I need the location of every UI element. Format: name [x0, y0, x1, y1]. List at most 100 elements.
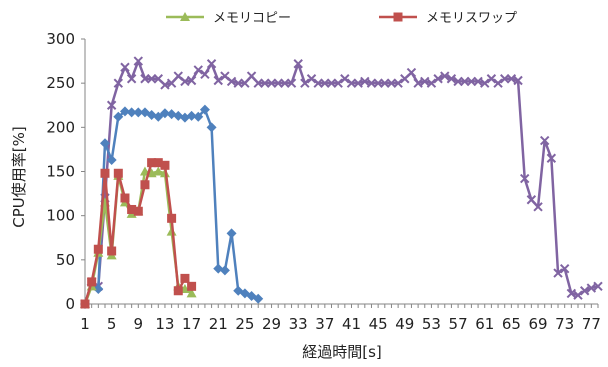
- data-point: [526, 195, 537, 205]
- data-point: [566, 288, 577, 299]
- data-point: [113, 78, 124, 88]
- y-tick-label: 200: [46, 118, 75, 136]
- data-point: [333, 78, 343, 88]
- x-tick-label: 25: [235, 315, 254, 333]
- data-point: [406, 67, 417, 78]
- data-point: [160, 80, 170, 90]
- data-point: [167, 213, 177, 223]
- data-point: [340, 74, 350, 84]
- data-point: [107, 246, 117, 256]
- data-point: [539, 135, 550, 146]
- x-tick-label: 37: [315, 315, 334, 333]
- x-tick-label: 5: [107, 315, 117, 333]
- data-point: [147, 158, 157, 168]
- data-point: [120, 62, 130, 72]
- legend-label: メモリコピー: [213, 11, 291, 26]
- data-point: [173, 286, 183, 296]
- data-point: [200, 69, 210, 80]
- x-tick-label: 33: [289, 315, 308, 333]
- data-point: [579, 286, 590, 296]
- x-tick-label: 73: [555, 315, 574, 333]
- data-point: [446, 74, 457, 84]
- data-point: [153, 111, 164, 122]
- data-point: [473, 76, 483, 87]
- x-tick-label: 65: [502, 315, 521, 333]
- data-point: [126, 107, 137, 118]
- data-point: [159, 108, 170, 119]
- data-point: [100, 168, 110, 178]
- data-point: [533, 202, 543, 212]
- legend: メモリコピー メモリスワップ: [166, 11, 517, 26]
- data-point: [193, 111, 204, 122]
- data-point: [506, 74, 517, 84]
- data-point: [226, 228, 237, 239]
- data-point: [186, 75, 197, 86]
- x-axis-ticks: 1 5 9 13 17 21 25 29 33 37 41 45 49 53 57 61 65 69 73 77: [80, 304, 601, 333]
- data-point: [426, 78, 437, 88]
- data-point: [306, 74, 317, 84]
- data-point: [160, 160, 170, 170]
- x-tick-label: 77: [582, 315, 601, 333]
- data-point: [226, 76, 237, 87]
- x-tick-label: 29: [262, 315, 281, 333]
- data-point: [127, 204, 137, 214]
- data-point: [113, 168, 123, 178]
- x-axis-title: 経過時間[s]: [302, 343, 382, 361]
- x-tick-label: 1: [80, 315, 90, 333]
- x-tick-label: 13: [155, 315, 174, 333]
- data-point: [133, 206, 143, 216]
- series-2: [80, 158, 197, 309]
- series-layer: [80, 56, 603, 309]
- x-tick-label: 17: [182, 315, 201, 333]
- data-point: [559, 263, 570, 274]
- data-point: [166, 78, 177, 88]
- data-point: [413, 78, 423, 88]
- data-point: [153, 158, 163, 168]
- data-point: [133, 107, 144, 118]
- series-line: [83, 108, 259, 305]
- data-point: [300, 78, 310, 88]
- data-point: [113, 111, 124, 122]
- x-tick-label: 53: [422, 315, 441, 333]
- data-point: [120, 193, 130, 203]
- data-point: [286, 78, 297, 88]
- data-point: [119, 106, 130, 117]
- data-point: [80, 299, 90, 309]
- data-point: [586, 283, 597, 293]
- y-tick-label: 50: [56, 251, 75, 269]
- data-point: [187, 281, 197, 291]
- data-point: [360, 76, 370, 87]
- x-tick-label: 21: [209, 315, 228, 333]
- legend-label: メモリスワップ: [426, 11, 517, 26]
- data-point: [99, 138, 110, 149]
- data-point: [553, 268, 563, 278]
- data-point: [240, 78, 250, 88]
- data-point: [486, 74, 497, 84]
- data-point: [186, 288, 197, 298]
- legend-item: メモリコピー: [166, 11, 291, 26]
- data-point: [219, 265, 230, 276]
- data-point: [493, 78, 503, 88]
- data-point: [206, 59, 217, 69]
- data-point: [433, 74, 443, 84]
- data-point: [126, 74, 137, 84]
- data-point: [186, 110, 197, 121]
- data-point: [593, 281, 603, 292]
- data-point: [253, 293, 264, 304]
- data-point: [180, 273, 190, 283]
- legend-item: メモリスワップ: [379, 11, 517, 26]
- y-tick-label: 0: [65, 295, 75, 313]
- data-point: [193, 65, 203, 75]
- x-tick-label: 9: [134, 315, 144, 333]
- data-point: [106, 100, 117, 110]
- data-point: [206, 122, 217, 133]
- data-point: [246, 71, 257, 81]
- data-point: [153, 166, 164, 176]
- y-axis-title: CPU使用率[%]: [10, 126, 28, 227]
- y-tick-label: 250: [46, 74, 75, 92]
- data-point: [213, 75, 223, 86]
- data-point: [93, 244, 103, 254]
- y-tick-label: 300: [46, 30, 75, 48]
- data-point: [480, 78, 490, 88]
